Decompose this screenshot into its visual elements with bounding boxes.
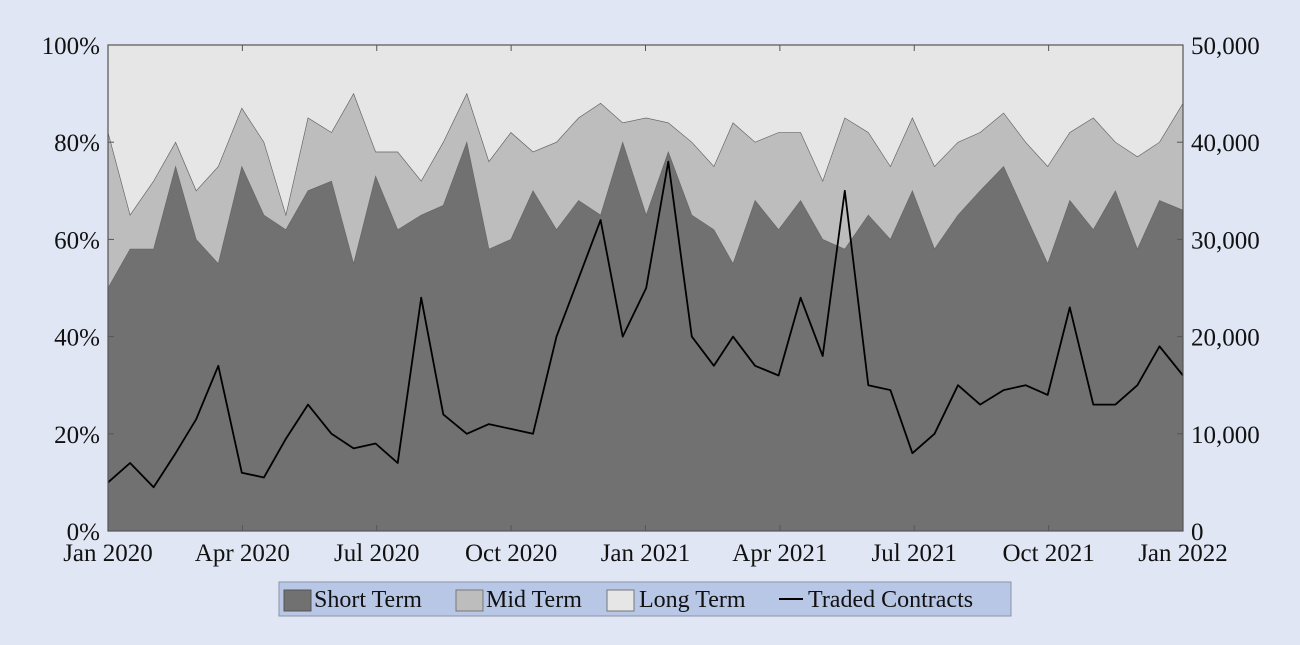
x-tick-label: Jan 2022 <box>1138 540 1228 567</box>
legend-swatch-short-term <box>283 589 312 612</box>
x-tick-label: Oct 2021 <box>1002 540 1094 567</box>
y-right-tick-label: 40,000 <box>1191 130 1260 157</box>
y-right-tick-label: 50,000 <box>1191 33 1260 60</box>
legend-label-traded-contracts: Traded Contracts <box>808 587 973 613</box>
legend-label-long-term: Long Term <box>639 587 746 613</box>
x-tick-label: Apr 2020 <box>195 540 290 567</box>
y-left-tick-label: 100% <box>42 33 100 60</box>
y-left-tick-label: 20% <box>54 422 100 449</box>
traded-contracts-line <box>107 160 1184 489</box>
y-right-tick-label: 0 <box>1191 519 1204 546</box>
legend-swatch-long-term <box>606 589 635 612</box>
y-left-tick-label: 80% <box>54 130 100 157</box>
legend: Short Term Mid Term Long Term Traded Con… <box>278 581 1012 617</box>
y-left-tick-label: 40% <box>54 325 100 352</box>
y-left-tick-label: 60% <box>54 227 100 254</box>
right-y-axis: 0 10,000 20,000 30,000 40,000 50,000 <box>1177 33 1260 546</box>
x-tick-label: Jul 2021 <box>872 540 957 567</box>
traded-contracts-line-group <box>107 160 1184 489</box>
legend-swatch-mid-term <box>455 589 484 612</box>
x-tick-label: Apr 2021 <box>732 540 827 567</box>
left-y-axis: 0% 20% 40% 60% 80% 100% <box>42 33 114 546</box>
legend-label-short-term: Short Term <box>314 587 422 613</box>
y-right-tick-label: 30,000 <box>1191 227 1260 254</box>
y-right-tick-label: 20,000 <box>1191 325 1260 352</box>
legend-box <box>278 581 1012 617</box>
y-left-tick-label: 0% <box>67 519 100 546</box>
x-axis: Jan 2020 Apr 2020 Jul 2020 Oct 2020 Jan 2021… <box>63 45 1228 567</box>
x-tick-label: Jan 2020 <box>63 540 153 567</box>
x-tick-label: Oct 2020 <box>465 540 557 567</box>
x-tick-label: Jul 2020 <box>334 540 419 567</box>
x-tick-label: Jan 2021 <box>601 540 691 567</box>
legend-label-mid-term: Mid Term <box>486 587 582 613</box>
y-right-tick-label: 10,000 <box>1191 422 1260 449</box>
